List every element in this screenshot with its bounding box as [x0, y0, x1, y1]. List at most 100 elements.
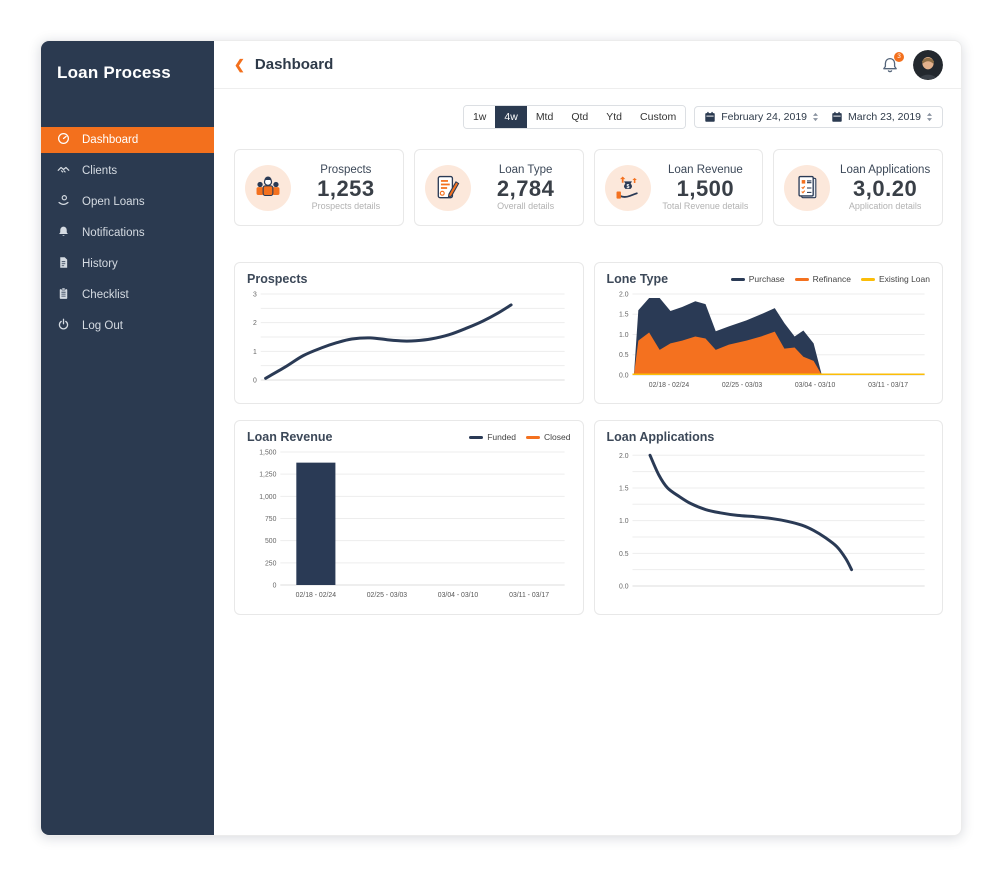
- date-from-field[interactable]: February 24, 2019: [704, 111, 819, 123]
- prospects-icon: [245, 164, 291, 211]
- filter-row: 1w 4w Mtd Qtd Ytd Custom February 24, 2019: [234, 105, 943, 129]
- svg-text:3: 3: [253, 291, 257, 298]
- sidebar-item-label: Notifications: [82, 227, 145, 239]
- svg-text:02/18 - 02/24: 02/18 - 02/24: [296, 592, 337, 599]
- page-title: Dashboard: [254, 56, 334, 73]
- stat-card-subtitle: Application details: [848, 201, 922, 212]
- back-chevron-icon[interactable]: ❮: [234, 56, 245, 72]
- svg-text:1.0: 1.0: [619, 332, 629, 339]
- history-icon: [57, 256, 70, 272]
- range-tab-1w[interactable]: 1w: [463, 106, 496, 128]
- svg-text:2.0: 2.0: [619, 291, 629, 298]
- sidebar-item-label: Dashboard: [82, 134, 139, 146]
- sort-arrows-icon: [813, 112, 819, 122]
- legend-item-existing-loan: Existing Loan: [860, 274, 930, 284]
- content-area: ❮ Dashboard 3: [214, 41, 961, 835]
- date-to-value: March 23, 2019: [848, 111, 921, 123]
- sidebar-item-label: History: [82, 258, 118, 270]
- chart-card-loan-applications: Loan Applications 0.0 0.5 1.0 1.5 2.0: [593, 420, 943, 615]
- legend-item-closed: Closed: [526, 432, 571, 442]
- dashboard-main: 1w 4w Mtd Qtd Ytd Custom February 24, 2019: [214, 89, 961, 835]
- sidebar-item-notifications[interactable]: Notifications: [41, 220, 214, 246]
- svg-text:1,500: 1,500: [259, 449, 276, 456]
- app-frame: Loan Process Dashboard Clients Open Loans N…: [40, 40, 962, 836]
- stat-card-value: 2,784: [496, 175, 555, 201]
- breadcrumb: ❮ Dashboard: [234, 56, 333, 73]
- stat-card-title: Prospects: [320, 163, 372, 176]
- avatar-image: [913, 49, 943, 80]
- sidebar-nav: Dashboard Clients Open Loans Notifications H…: [41, 127, 214, 339]
- chart-card-lone-type: Lone Type Purchase Refinance Existing Loan 0…: [593, 262, 943, 404]
- svg-text:250: 250: [265, 560, 277, 567]
- legend-item-refinance: Refinance: [794, 274, 851, 284]
- range-tab-ytd[interactable]: Ytd: [597, 106, 632, 128]
- svg-text:1.5: 1.5: [619, 312, 629, 319]
- sidebar-item-dashboard[interactable]: Dashboard: [41, 127, 214, 153]
- svg-text:03/11 - 03/17: 03/11 - 03/17: [509, 592, 549, 599]
- dashboard-icon: [57, 132, 70, 148]
- stat-card-subtitle: Prospects details: [311, 201, 381, 212]
- range-tab-qtd[interactable]: Qtd: [562, 106, 598, 128]
- svg-text:02/18 - 02/24: 02/18 - 02/24: [648, 382, 689, 389]
- sidebar-item-checklist[interactable]: Checklist: [41, 282, 214, 308]
- legend-item-purchase: Purchase: [730, 274, 785, 284]
- svg-text:1: 1: [253, 349, 257, 356]
- date-to-field[interactable]: March 23, 2019: [831, 111, 933, 123]
- checklist-icon: [57, 287, 70, 303]
- notifications-icon: [57, 225, 70, 241]
- svg-text:0: 0: [253, 377, 257, 384]
- stat-card-subtitle: Overall details: [497, 201, 555, 212]
- notification-bell-icon[interactable]: 3: [881, 51, 904, 74]
- legend-item-funded: Funded: [469, 432, 516, 442]
- svg-text:0.0: 0.0: [619, 372, 629, 379]
- stat-card-loan-revenue: $ Loan Revenue 1,500 Total Revenue details: [593, 149, 764, 226]
- avatar[interactable]: [913, 49, 943, 80]
- sidebar-item-label: Open Loans: [82, 196, 145, 208]
- sidebar-item-label: Clients: [82, 165, 118, 177]
- svg-text:03/04 - 03/10: 03/04 - 03/10: [794, 382, 835, 389]
- stat-card-loan-applications: Loan Applications 3,0.20 Application detai…: [773, 149, 943, 226]
- svg-text:03/11 - 03/17: 03/11 - 03/17: [868, 382, 908, 389]
- range-tab-mtd[interactable]: Mtd: [526, 106, 563, 128]
- chart-canvas-loan-applications: 0.0 0.5 1.0 1.5 2.0: [619, 453, 925, 591]
- svg-text:1,250: 1,250: [259, 472, 276, 479]
- open-loans-icon: [57, 194, 70, 210]
- stat-card-value: 1,253: [317, 175, 375, 201]
- sidebar-item-open-loans[interactable]: Open Loans: [41, 189, 214, 215]
- chart-card-prospects: Prospects 0 1 2 3: [234, 262, 584, 404]
- loan-applications-icon: [784, 164, 831, 211]
- stat-card-value: 3,0.20: [853, 175, 918, 201]
- chart-legend: Purchase Refinance Existing Loan: [730, 274, 930, 284]
- svg-text:03/04 - 03/10: 03/04 - 03/10: [438, 592, 479, 599]
- stat-card-subtitle: Total Revenue details: [662, 201, 749, 212]
- svg-text:2.0: 2.0: [619, 453, 629, 460]
- sort-arrows-icon: [927, 112, 932, 122]
- stat-card-title: Loan Applications: [840, 163, 931, 176]
- sidebar-item-label: Checklist: [82, 289, 129, 301]
- stat-card-title: Loan Type: [498, 163, 553, 176]
- sidebar-item-clients[interactable]: Clients: [41, 158, 214, 184]
- calendar-icon: [705, 111, 715, 122]
- topbar-actions: 3: [881, 49, 943, 80]
- svg-text:500: 500: [265, 538, 277, 545]
- svg-text:1,000: 1,000: [259, 494, 276, 501]
- chart-legend: Funded Closed: [469, 432, 571, 442]
- sidebar-item-label: Log Out: [82, 320, 123, 332]
- stat-card-value: 1,500: [676, 175, 735, 201]
- sidebar-item-history[interactable]: History: [41, 251, 214, 277]
- topbar: ❮ Dashboard 3: [214, 41, 961, 89]
- svg-text:2: 2: [253, 320, 257, 327]
- svg-text:02/25 - 03/03: 02/25 - 03/03: [367, 592, 408, 599]
- clients-icon: [57, 163, 70, 179]
- date-from-value: February 24, 2019: [721, 111, 808, 123]
- app-title: Loan Process: [57, 63, 171, 82]
- loan-type-icon: [424, 164, 471, 211]
- svg-text:0: 0: [273, 582, 277, 589]
- sidebar-item-log-out[interactable]: Log Out: [41, 313, 214, 339]
- chart-title: Prospects: [247, 272, 308, 286]
- range-tab-4w[interactable]: 4w: [495, 106, 527, 128]
- range-tab-custom[interactable]: Custom: [631, 106, 686, 128]
- stat-card-loan-type: Loan Type 2,784 Overall details: [413, 149, 584, 226]
- svg-text:0.5: 0.5: [619, 352, 629, 359]
- range-tabs: 1w 4w Mtd Qtd Ytd Custom: [462, 105, 687, 129]
